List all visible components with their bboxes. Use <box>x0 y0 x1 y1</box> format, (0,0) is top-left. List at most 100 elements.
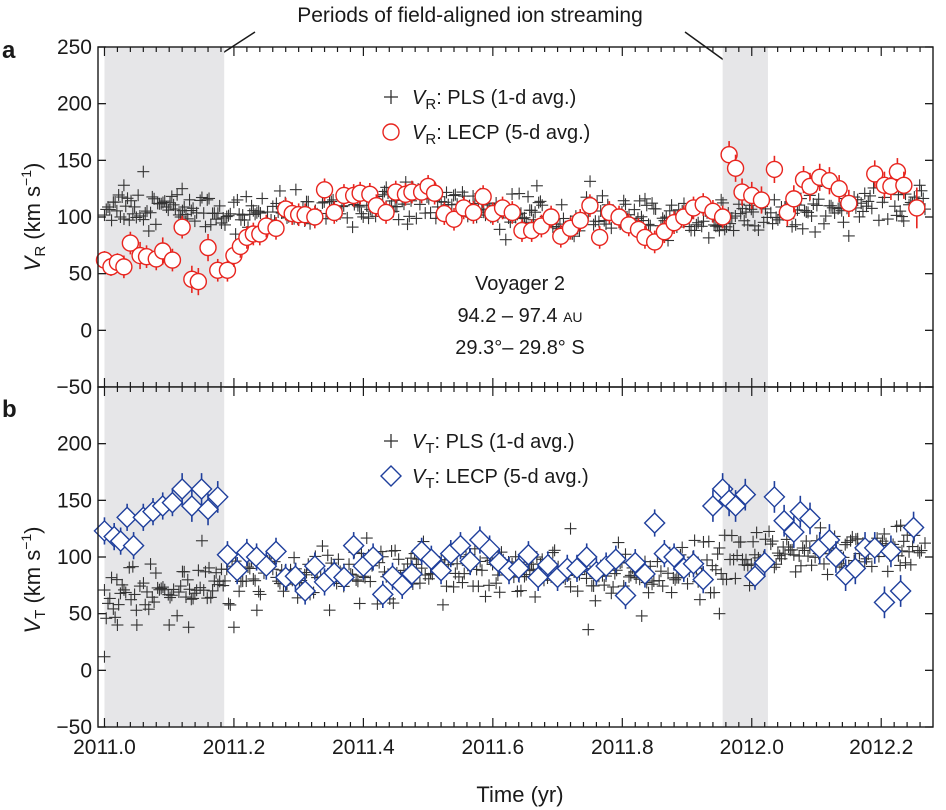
pls-point <box>102 200 115 213</box>
pls-point <box>254 207 267 220</box>
pls-point <box>137 577 150 590</box>
pls-point <box>676 541 689 554</box>
pls-point <box>321 549 334 562</box>
pls-point <box>752 224 765 237</box>
pls-point <box>499 233 512 246</box>
lecp-point <box>527 563 550 591</box>
x-tick-label: 2012.2 <box>849 736 913 759</box>
pls-point <box>821 568 834 581</box>
pls-point <box>589 594 602 607</box>
pls-point <box>144 558 157 571</box>
pls-point <box>227 196 240 209</box>
pls-point <box>796 222 809 235</box>
pls-point <box>580 572 593 585</box>
y-tick-label: 0 <box>80 659 92 682</box>
pls-point <box>362 212 375 225</box>
lecp-point <box>863 532 886 564</box>
pls-point <box>817 217 830 230</box>
pls-point <box>786 543 799 556</box>
lecp-point <box>575 543 598 571</box>
pls-point <box>787 548 800 561</box>
pls-point <box>98 650 111 663</box>
pls-point <box>351 575 364 588</box>
pls-point <box>725 529 738 542</box>
pls-point <box>100 612 113 625</box>
pls-point <box>452 570 465 583</box>
lecp-point <box>190 473 213 505</box>
pls-point <box>163 619 176 631</box>
pls-point <box>894 205 907 218</box>
lecp-point <box>713 205 732 229</box>
lecp-point <box>542 205 560 229</box>
pls-point <box>472 580 485 593</box>
panel-a-x-ticks <box>103 47 921 387</box>
lecp-point <box>571 209 589 232</box>
pls-point <box>899 556 912 569</box>
pls-point <box>656 580 669 593</box>
pls-point <box>254 588 267 601</box>
pls-point <box>817 557 830 570</box>
pls-point <box>782 541 795 554</box>
pls-point <box>181 573 194 586</box>
pls-point <box>123 214 136 227</box>
annotation-arrows <box>168 31 742 89</box>
pls-point <box>109 611 122 624</box>
pls-point <box>103 592 116 605</box>
pls-point <box>172 586 185 599</box>
lecp-point <box>581 194 599 217</box>
pls-point <box>142 225 155 238</box>
pls-point <box>203 192 216 205</box>
pls-point <box>802 206 815 219</box>
pls-point <box>669 573 682 586</box>
pls-point <box>713 224 726 237</box>
y-tick-label: 150 <box>57 489 92 512</box>
pls-point <box>353 597 366 610</box>
pls-point <box>638 192 651 205</box>
pls-point <box>841 536 854 549</box>
x-tick-label: 2011.2 <box>203 736 266 759</box>
pls-point <box>713 607 726 620</box>
pls-point <box>211 207 224 220</box>
pls-point <box>653 574 666 587</box>
y-tick-label: −50 <box>56 716 92 739</box>
pls-point <box>130 619 143 631</box>
pls-point <box>289 183 302 196</box>
pls-point <box>802 550 815 563</box>
pls-point <box>201 193 214 206</box>
legend-lecp-marker <box>382 123 400 141</box>
pls-point <box>323 604 336 617</box>
pls-point <box>343 558 356 571</box>
shaded-period <box>104 387 225 727</box>
y-tick-label: 100 <box>57 546 92 569</box>
pls-point <box>125 194 138 207</box>
lecp-point <box>371 580 394 608</box>
lecp-point <box>752 186 771 214</box>
pls-point <box>511 585 524 598</box>
pls-point <box>837 216 850 229</box>
pls-point <box>529 206 542 219</box>
pls-point <box>158 195 171 208</box>
pls-point <box>741 218 754 231</box>
lecp-point <box>744 562 766 590</box>
panel-a-legend: VR: PLS (1-d avg.) VR: LECP (5-d avg.) <box>382 87 590 148</box>
lecp-point <box>430 557 453 585</box>
pls-point <box>167 583 180 596</box>
pls-point <box>117 179 130 192</box>
panel-b-lecp-series <box>93 473 925 619</box>
panel-b-shaded-periods <box>104 387 768 727</box>
pls-point <box>102 597 115 610</box>
pls-point <box>203 561 216 574</box>
lecp-point <box>226 557 249 585</box>
pls-point <box>768 193 781 206</box>
pls-point <box>642 586 655 599</box>
lecp-point <box>199 234 217 262</box>
x-tick-label: 2011.6 <box>462 736 525 759</box>
pls-point <box>185 593 198 606</box>
pls-point <box>116 191 129 204</box>
pls-point <box>759 533 772 546</box>
lecp-point <box>889 575 912 607</box>
pls-point <box>798 204 811 217</box>
pls-point <box>771 213 784 226</box>
panel-a-y-axis: 250 200 150 100 50 0 −50 <box>56 36 933 399</box>
